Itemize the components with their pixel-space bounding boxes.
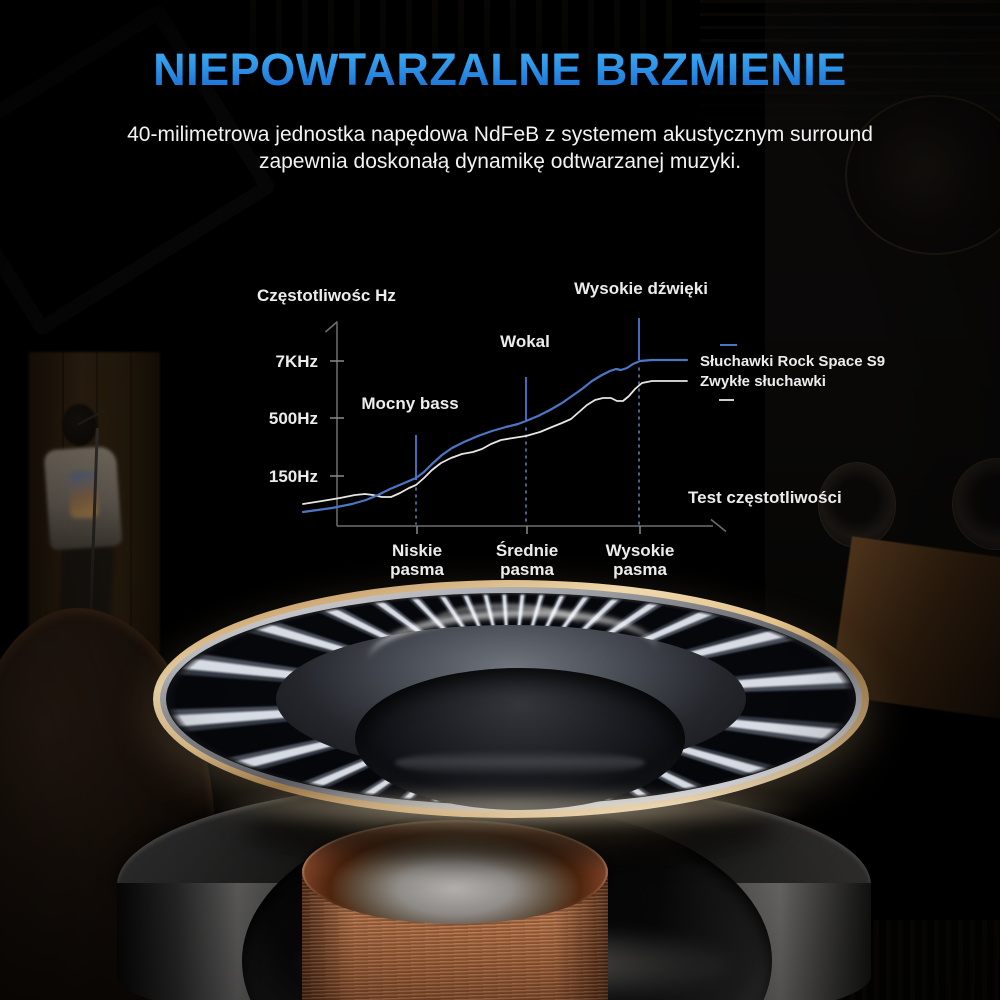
subtitle-line-1: 40-milimetrowa jednostka napędowa NdFeB … <box>127 123 873 146</box>
page-subtitle: 40-milimetrowa jednostka napędowa NdFeB … <box>0 121 1000 175</box>
subtitle-line-2: zapewnia doskonałą dynamikę odtwarzanej … <box>258 150 742 173</box>
page-title: NIEPOWTARZALNE BRZMIENIE <box>0 44 1000 96</box>
